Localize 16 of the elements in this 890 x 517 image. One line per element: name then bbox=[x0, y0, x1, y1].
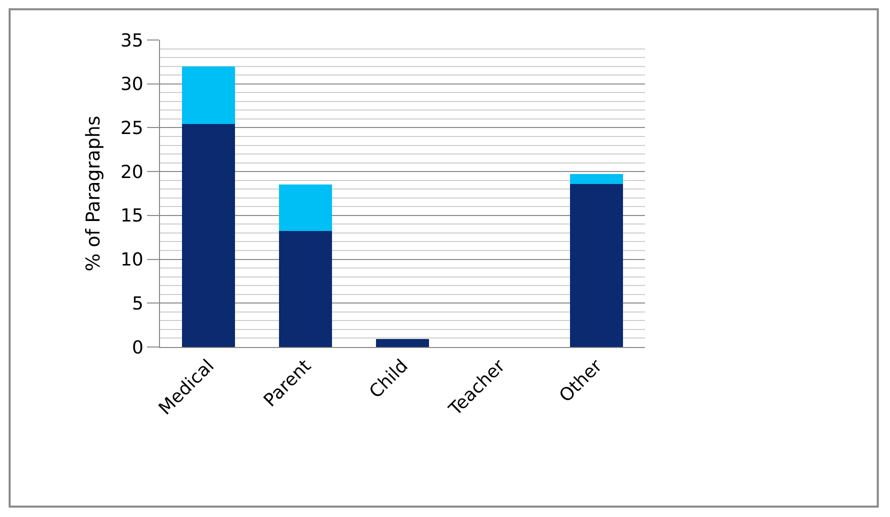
bar bbox=[376, 339, 430, 347]
y-tick-label: 10 bbox=[120, 250, 144, 271]
y-tick-label: 25 bbox=[120, 118, 144, 140]
bar bbox=[278, 184, 332, 232]
bar bbox=[182, 124, 236, 347]
bar bbox=[278, 231, 332, 347]
bar bbox=[182, 66, 236, 124]
y-tick-label: 15 bbox=[120, 206, 144, 227]
y-tick-label: 30 bbox=[120, 74, 144, 96]
y-axis-title: % of Paragraphs bbox=[82, 116, 104, 272]
y-tick-label: 35 bbox=[120, 30, 144, 52]
y-tick-label: 0 bbox=[132, 337, 144, 358]
y-tick-label: 20 bbox=[120, 162, 144, 183]
y-tick-label: 5 bbox=[132, 293, 144, 314]
bar bbox=[570, 184, 624, 347]
bar bbox=[570, 174, 624, 184]
